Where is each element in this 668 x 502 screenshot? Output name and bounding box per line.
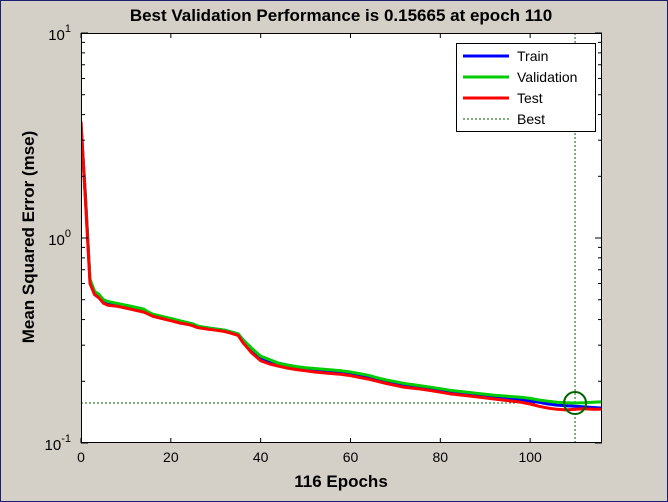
y-axis-label: Mean Squared Error (mse) bbox=[19, 131, 38, 344]
legend-label-test: Test bbox=[517, 90, 543, 106]
y-tick-base: 10 bbox=[48, 27, 65, 44]
y-tick-base: 10 bbox=[45, 437, 62, 454]
x-tick-label: 0 bbox=[77, 449, 85, 465]
series-line-test bbox=[81, 121, 602, 412]
legend-box bbox=[456, 43, 596, 132]
y-tick-base: 10 bbox=[48, 232, 65, 249]
best-marker-group bbox=[563, 391, 588, 416]
legend-label-train: Train bbox=[517, 48, 548, 64]
x-tick-label: 80 bbox=[433, 449, 449, 465]
chart-title: Best Validation Performance is 0.15665 a… bbox=[130, 6, 552, 25]
x-tick-label: 100 bbox=[518, 449, 542, 465]
y-tick-exponent: 1 bbox=[65, 23, 71, 35]
x-tick-label: 40 bbox=[253, 449, 269, 465]
y-tick-exponent: -1 bbox=[61, 433, 71, 445]
x-axis-ticks: 0 20 40 60 80 100 bbox=[77, 33, 542, 465]
legend: Train Validation Test Best bbox=[456, 43, 596, 132]
legend-label-best: Best bbox=[517, 111, 545, 127]
best-marker-circle bbox=[563, 391, 588, 416]
y-tick-exponent: 0 bbox=[65, 228, 71, 240]
y-tick-label: 101 bbox=[48, 23, 71, 44]
x-tick-label: 20 bbox=[163, 449, 179, 465]
x-tick-label: 60 bbox=[343, 449, 359, 465]
x-axis-label: 116 Epochs bbox=[294, 472, 388, 491]
y-tick-label: 100 bbox=[48, 228, 71, 249]
legend-label-validation: Validation bbox=[517, 69, 577, 85]
series-group bbox=[81, 121, 602, 412]
y-tick-label: 10-1 bbox=[45, 433, 71, 454]
series-line-validation bbox=[81, 126, 602, 405]
